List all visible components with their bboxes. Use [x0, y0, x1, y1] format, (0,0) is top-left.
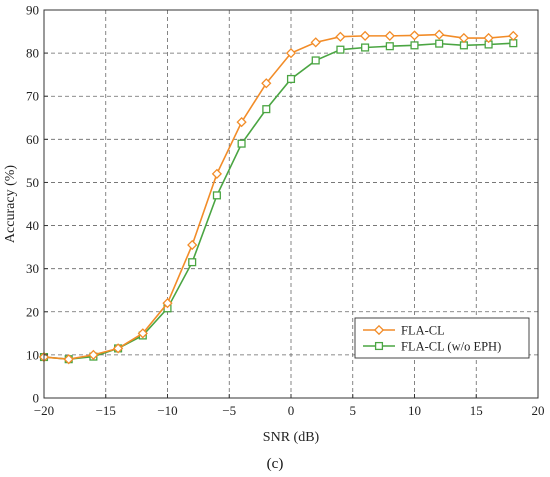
data-point-fla-cl-wo-eph	[336, 45, 345, 54]
legend-label-fla-cl-wo-eph: FLA-CL (w/o EPH)	[401, 340, 501, 354]
data-point-fla-cl	[137, 328, 148, 339]
x-tick-label: 10	[408, 403, 421, 418]
data-point-fla-cl	[359, 30, 371, 41]
legend-marker-fla-cl	[373, 324, 385, 336]
panel-label: (c)	[267, 456, 284, 472]
data-point-fla-cl-wo-eph	[410, 41, 419, 50]
y-tick-label: 50	[26, 175, 39, 190]
y-tick-label: 90	[26, 3, 39, 18]
x-tick-label: 15	[470, 403, 483, 418]
series-fla-cl-wo-eph	[39, 39, 518, 364]
series-fla-cl	[38, 29, 519, 365]
x-axis-label: SNR (dB)	[263, 430, 320, 445]
x-tick-label: −15	[96, 403, 116, 418]
x-tick-label: −10	[157, 403, 177, 418]
data-point-fla-cl	[236, 116, 247, 128]
y-tick-label: 80	[26, 46, 39, 61]
data-point-fla-cl	[335, 31, 346, 42]
data-point-fla-cl	[458, 32, 470, 44]
x-tick-label: −5	[222, 403, 236, 418]
data-point-fla-cl-wo-eph	[361, 43, 370, 52]
data-point-fla-cl	[310, 37, 321, 48]
data-point-fla-cl-wo-eph	[212, 191, 221, 200]
data-point-fla-cl	[409, 30, 420, 41]
data-point-fla-cl	[285, 47, 297, 59]
y-tick-label: 0	[33, 391, 40, 406]
data-point-fla-cl	[508, 30, 519, 41]
data-point-fla-cl-wo-eph	[262, 105, 271, 114]
data-point-fla-cl	[384, 30, 395, 41]
y-tick-label: 60	[26, 132, 39, 147]
legend-box	[354, 317, 530, 359]
x-tick-label: 5	[350, 403, 357, 418]
data-point-fla-cl-wo-eph	[237, 139, 246, 148]
data-point-fla-cl	[162, 298, 173, 309]
legend: FLA-CL FLA-CL (w/o EPH)	[354, 317, 530, 359]
legend-label-fla-cl: FLA-CL	[401, 324, 445, 338]
data-point-fla-cl	[88, 349, 99, 361]
data-point-fla-cl	[112, 343, 124, 354]
data-point-fla-cl-wo-eph	[188, 258, 197, 267]
data-point-fla-cl-wo-eph	[286, 74, 296, 84]
data-point-fla-cl	[211, 168, 223, 179]
data-point-fla-cl-wo-eph	[435, 39, 444, 48]
y-tick-label: 70	[26, 89, 39, 104]
data-point-fla-cl-wo-eph	[311, 56, 320, 65]
x-tick-label: −20	[34, 403, 54, 418]
y-axis-ticks: 0 10 20 30 40 50 60 70 80 90	[26, 3, 48, 406]
data-point-fla-cl	[63, 354, 74, 365]
series-line-fla-cl	[43, 33, 514, 361]
data-point-fla-cl	[187, 239, 198, 251]
y-axis-label: Accuracy (%)	[3, 165, 18, 243]
legend-marker-fla-cl-wo-eph	[374, 341, 384, 351]
y-tick-label: 30	[26, 261, 39, 276]
y-tick-label: 40	[26, 218, 39, 233]
data-point-fla-cl	[483, 32, 494, 44]
data-point-fla-cl-wo-eph	[385, 42, 394, 51]
x-tick-label: 20	[532, 403, 545, 418]
x-axis-ticks: −20 −15 −10 −5 0 5 10 15 20	[34, 394, 545, 418]
x-tick-label: 0	[288, 403, 295, 418]
y-tick-label: 10	[26, 347, 39, 362]
data-point-fla-cl	[261, 78, 272, 89]
series-layer	[38, 29, 519, 365]
data-point-fla-cl	[434, 29, 445, 40]
y-tick-label: 20	[26, 304, 39, 319]
